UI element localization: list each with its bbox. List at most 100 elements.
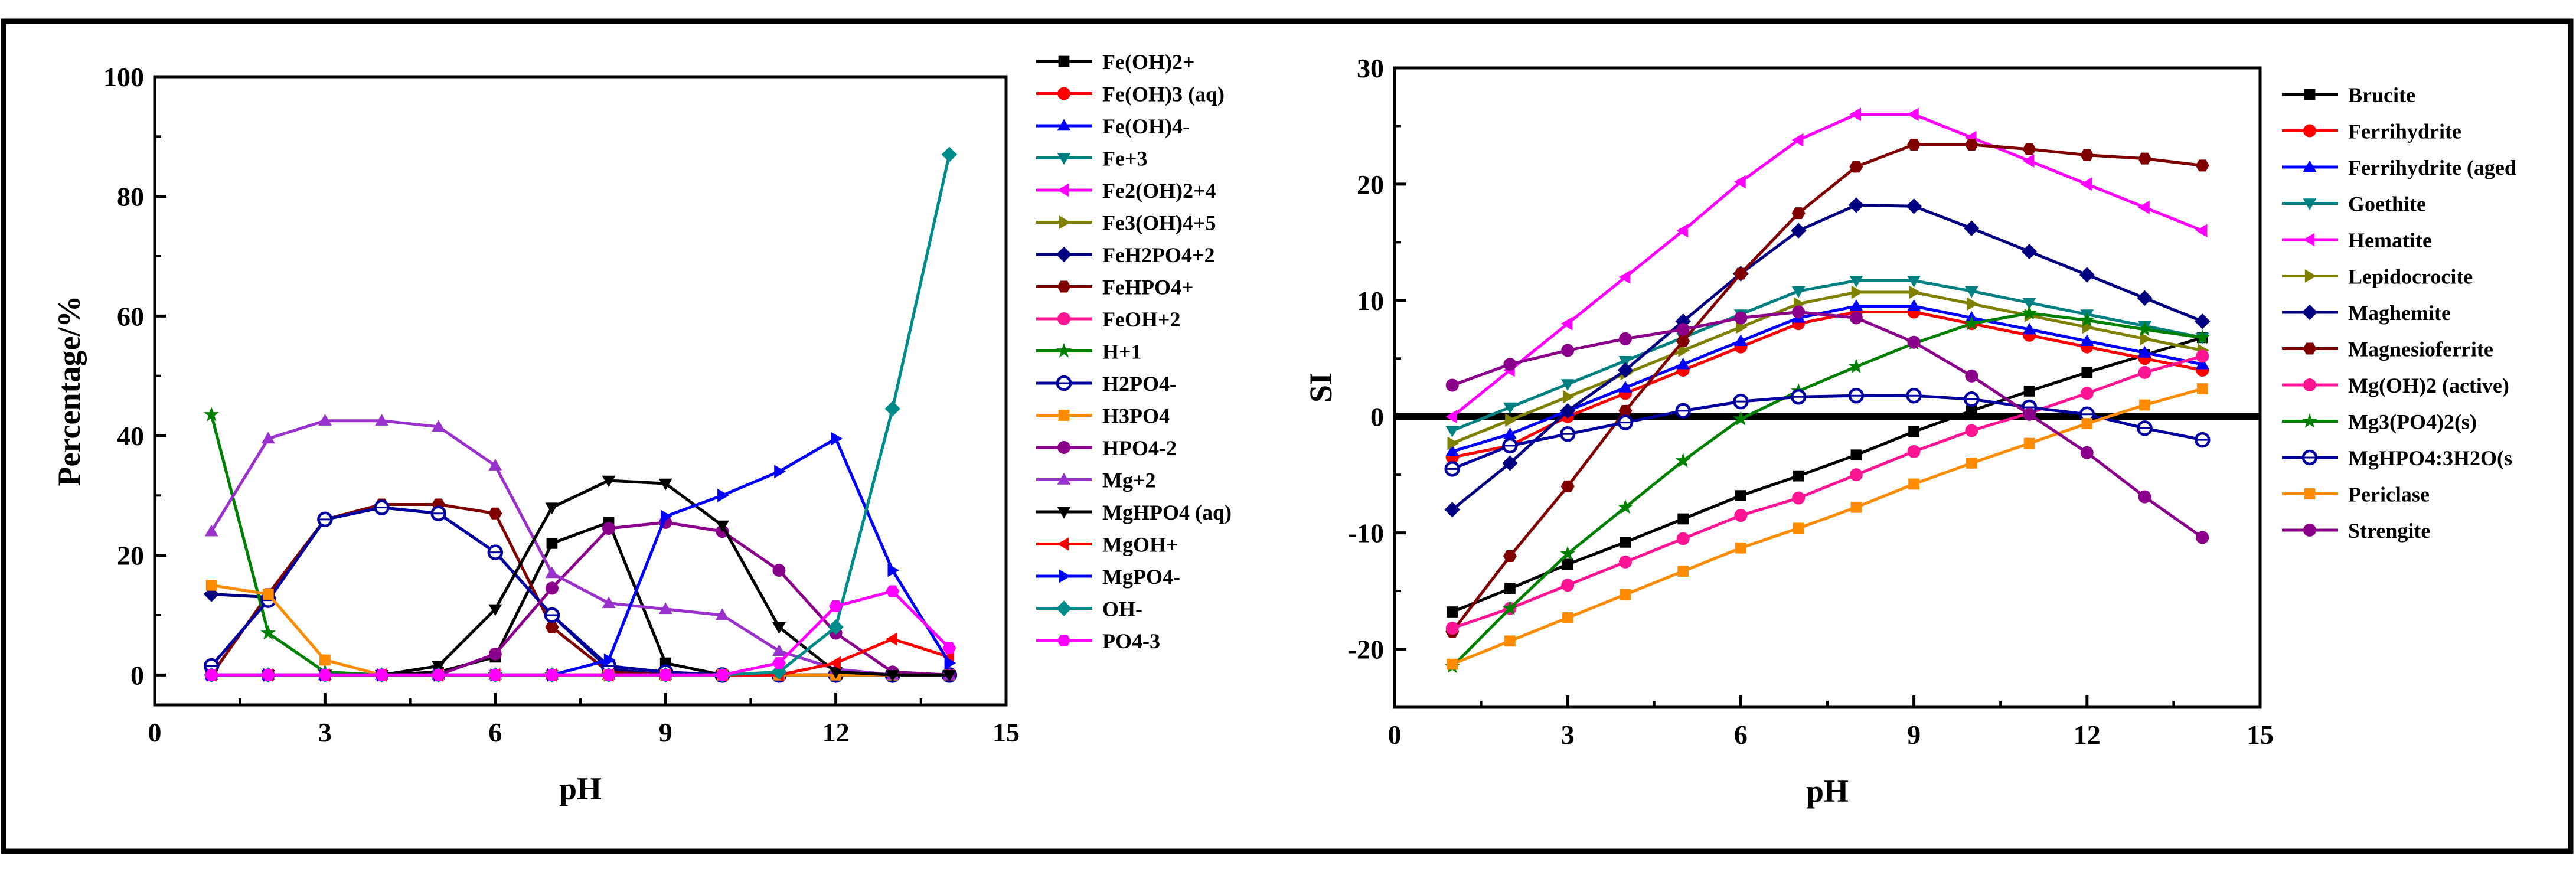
left-legend-label: OH- (1102, 597, 1142, 621)
right-data-point-brucite (1562, 558, 1573, 570)
right-legend-marker (2304, 488, 2316, 499)
left-x-tick-label: 15 (992, 717, 1020, 747)
left-legend-marker (1057, 441, 1070, 454)
left-legend-marker (1057, 507, 1071, 519)
right-legend-marker (2303, 342, 2317, 355)
right-legend-item-hematite: Hematite (2282, 228, 2432, 252)
right-data-point-ferrihydrite-aged (1503, 427, 1517, 439)
right-data-point-periclase (2023, 437, 2035, 449)
right-data-point-lepidocrocite (1505, 413, 1517, 427)
left-data-point-mg-2 (318, 414, 332, 426)
right-legend-item-maghemite: Maghemite (2282, 301, 2451, 325)
right-data-point-maghemite (2195, 313, 2211, 329)
left-data-point-mgpo4 (603, 653, 616, 667)
right-legend-marker (2304, 89, 2316, 100)
right-data-point-periclase (1447, 658, 1458, 670)
right-data-point-strengite (2023, 407, 2036, 421)
right-data-point-mg-oh-2-active (1618, 555, 1632, 569)
left-data-point-po4-3 (204, 669, 218, 681)
right-data-point-strengite (2138, 490, 2151, 504)
right-data-point-maghemite (1560, 403, 1576, 419)
left-data-point-po4-3 (318, 669, 332, 681)
right-data-point-periclase (2081, 418, 2093, 429)
right-series-strengite (1445, 305, 2209, 544)
right-data-point-ferrihydrite-aged (2080, 334, 2094, 346)
right-data-point-brucite (2023, 386, 2035, 397)
left-legend-item-h-1: H+1 (1036, 340, 1142, 364)
right-data-point-mghpo4-3h2o-s (1675, 403, 1691, 419)
right-x-tick-label: 3 (1561, 720, 1575, 750)
right-series-line-strengite (1451, 311, 2203, 539)
right-data-point-brucite (1908, 426, 1919, 437)
right-data-point-strengite (2080, 446, 2094, 459)
left-legend-label: MgOH+ (1102, 533, 1178, 557)
right-data-point-mg3-po4-2-s (1675, 452, 1691, 468)
right-series-line-mg-oh-2-active (1451, 354, 2203, 630)
left-y-tick-label: 20 (117, 541, 144, 571)
right-data-point-mg3-po4-2-s (1733, 410, 1749, 426)
left-data-point-mghpo4-aq (942, 670, 956, 682)
right-legend-marker (2303, 124, 2316, 138)
left-data-point-mg-2 (658, 602, 672, 615)
right-series-brucite (1447, 332, 2208, 618)
right-data-point-goethite (1560, 379, 1575, 391)
right-data-point-brucite (1966, 405, 1977, 417)
right-data-point-hematite (2080, 177, 2092, 191)
right-data-point-lepidocrocite (1851, 285, 1863, 299)
right-data-point-hematite (1733, 175, 1746, 189)
left-legend-label: HPO4-2 (1102, 436, 1177, 460)
left-legend-label: H3PO4 (1102, 404, 1170, 428)
right-data-point-brucite (1735, 490, 1746, 501)
left-legend-marker (1056, 375, 1072, 391)
left-legend-marker (1059, 215, 1071, 229)
left-legend-label: Fe(OH)3 (aq) (1102, 83, 1225, 106)
right-data-point-periclase (1562, 612, 1573, 623)
right-data-point-periclase (1504, 635, 1516, 647)
left-data-point-mgoh (886, 632, 897, 646)
right-x-tick-label: 6 (1734, 720, 1748, 750)
right-legend-item-goethite: Goethite (2282, 192, 2426, 216)
left-legend-marker (1057, 87, 1070, 100)
right-data-point-mg-oh-2-active (1849, 468, 1863, 482)
left-legend-item-fe-oh-4: Fe(OH)4- (1036, 115, 1190, 138)
left-legend-marker (1056, 600, 1072, 616)
right-data-point-hematite (2022, 154, 2035, 168)
left-legend-item-mgoh: MgOH+ (1036, 533, 1178, 557)
right-data-point-hematite (2138, 200, 2150, 214)
left-legend-marker (1057, 183, 1069, 197)
right-data-point-goethite (1849, 276, 1863, 288)
right-data-point-periclase (2196, 383, 2208, 394)
right-data-point-hematite (1618, 270, 1631, 284)
right-data-point-goethite (1907, 276, 1921, 288)
left-data-point-mghpo4-aq (772, 622, 786, 634)
right-data-point-strengite (2196, 531, 2209, 544)
right-legend-marker (2303, 233, 2315, 247)
left-data-point-mgpo4 (717, 488, 729, 502)
right-y-axis-title: SI (1303, 373, 1338, 403)
left-x-axis-title: pH (559, 771, 602, 806)
right-data-point-goethite (1445, 426, 1460, 437)
right-data-point-strengite (1734, 311, 1748, 325)
right-data-point-periclase (1850, 501, 1862, 513)
left-legend-marker (1057, 537, 1069, 551)
left-series-po4-3 (204, 585, 956, 681)
right-legend-marker (2303, 524, 2316, 537)
left-legend-marker (1058, 410, 1070, 421)
left-data-point-po4-3 (658, 669, 672, 681)
left-legend-item-mg-2: Mg+2 (1036, 469, 1156, 492)
left-data-point-h2po4 (374, 499, 390, 515)
right-legend-item-ferrihydrite: Ferrihydrite (2282, 120, 2461, 143)
right-data-point-ferrihydrite-aged (1907, 299, 1921, 311)
right-series-line-magnesioferrite (1451, 143, 2203, 633)
right-x-tick-label: 15 (2247, 720, 2274, 750)
right-data-point-magnesioferrite (1503, 550, 1517, 562)
right-data-point-goethite (1618, 356, 1633, 368)
left-legend-item-fe-oh-3-aq: Fe(OH)3 (aq) (1036, 83, 1225, 106)
right-data-point-maghemite (1848, 197, 1865, 213)
right-data-point-magnesioferrite (2138, 152, 2152, 165)
right-series-periclase (1447, 383, 2208, 670)
right-data-point-magnesioferrite (1676, 335, 1690, 347)
right-legend-marker (2304, 269, 2317, 283)
right-data-point-periclase (2139, 399, 2150, 411)
right-data-point-periclase (1677, 566, 1689, 577)
